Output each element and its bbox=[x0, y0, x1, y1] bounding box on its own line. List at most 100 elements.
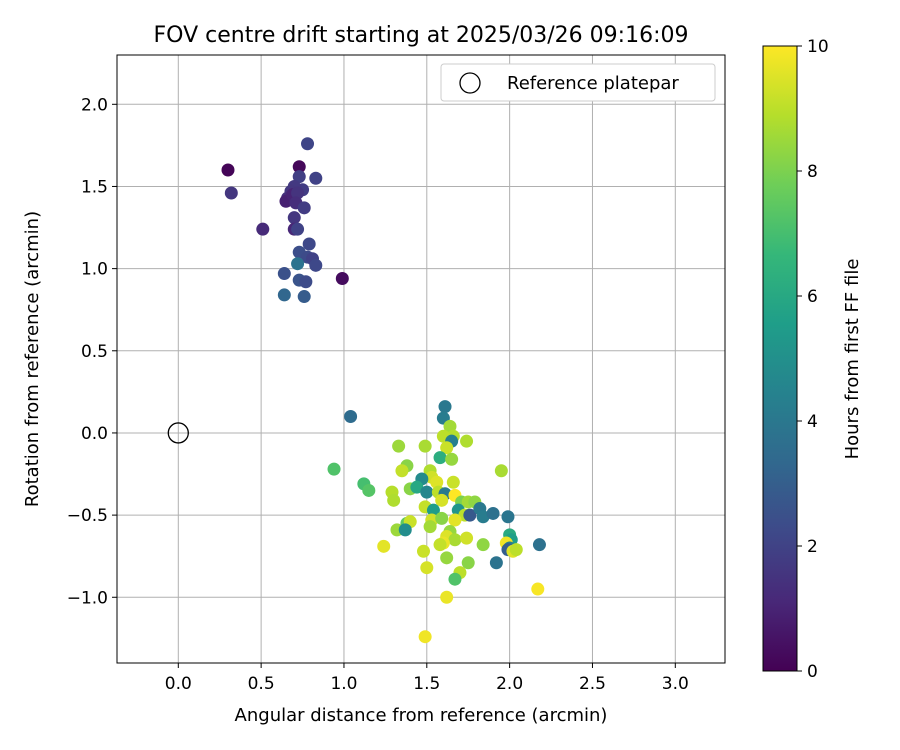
plot-frame bbox=[116, 54, 726, 664]
data-point bbox=[531, 582, 545, 596]
y-axis-label: Rotation from reference (arcmin) bbox=[22, 211, 43, 507]
data-point bbox=[377, 539, 391, 553]
data-point bbox=[277, 267, 291, 281]
data-point bbox=[418, 439, 432, 453]
data-point bbox=[489, 556, 503, 570]
data-point bbox=[291, 222, 305, 236]
data-point bbox=[461, 556, 475, 570]
y-tick-label: 1.5 bbox=[81, 177, 108, 197]
x-tick-label: 2.5 bbox=[579, 674, 606, 694]
data-point bbox=[309, 258, 323, 272]
colorbar-tick-label: 10 bbox=[807, 37, 829, 57]
data-point bbox=[433, 538, 447, 552]
colorbar-tick-label: 6 bbox=[807, 287, 818, 307]
data-point bbox=[395, 464, 409, 478]
colorbar-gradient bbox=[763, 46, 797, 671]
data-point bbox=[420, 561, 434, 575]
colorbar-tick-label: 8 bbox=[807, 162, 818, 182]
colorbar-ticks: 0 2 4 6 8 10 bbox=[797, 37, 829, 682]
colorbar-frame bbox=[762, 45, 798, 672]
data-point bbox=[416, 544, 430, 558]
data-point bbox=[327, 462, 341, 476]
x-tick-label: 1.0 bbox=[330, 674, 357, 694]
data-point bbox=[445, 452, 459, 466]
x-tick-label: 3.0 bbox=[662, 674, 689, 694]
x-tick-label: 0.5 bbox=[248, 674, 275, 694]
data-point bbox=[297, 201, 311, 215]
data-point bbox=[292, 160, 306, 174]
y-tick-label: −0.5 bbox=[67, 506, 108, 526]
legend-label: Reference platepar bbox=[507, 73, 679, 94]
data-point bbox=[291, 186, 305, 200]
y-tick-label: 0.5 bbox=[81, 342, 108, 362]
data-point bbox=[344, 410, 358, 424]
colorbar-tick-label: 4 bbox=[807, 412, 818, 432]
y-tick-label: 0.0 bbox=[81, 424, 108, 444]
data-point bbox=[476, 510, 490, 524]
colorbar-tick-label: 2 bbox=[807, 537, 818, 557]
data-point bbox=[287, 211, 301, 225]
data-point bbox=[440, 590, 454, 604]
data-point bbox=[460, 531, 474, 545]
data-point bbox=[291, 257, 305, 271]
colorbar-tick-label: 0 bbox=[807, 662, 818, 682]
data-point bbox=[224, 186, 238, 200]
reference-point bbox=[167, 422, 189, 444]
colorbar: 0 2 4 6 8 10 Hours from first FF file bbox=[762, 37, 863, 682]
legend: Reference platepar bbox=[440, 63, 716, 102]
y-tick-label: 2.0 bbox=[81, 95, 108, 115]
data-point bbox=[494, 464, 508, 478]
x-tick-label: 2.0 bbox=[496, 674, 523, 694]
data-point bbox=[387, 493, 401, 507]
data-point bbox=[302, 237, 316, 251]
data-point bbox=[433, 451, 447, 465]
y-tick-label: 1.0 bbox=[81, 260, 108, 280]
reference-marker bbox=[167, 422, 189, 444]
data-point bbox=[486, 506, 500, 520]
plot-area bbox=[221, 137, 546, 644]
data-point bbox=[435, 493, 449, 507]
data-point bbox=[392, 439, 406, 453]
data-point bbox=[435, 511, 449, 525]
data-point bbox=[309, 171, 323, 185]
data-point bbox=[446, 475, 460, 489]
data-point bbox=[448, 513, 462, 527]
chart-title: FOV centre drift starting at 2025/03/26 … bbox=[154, 23, 689, 48]
data-point bbox=[440, 441, 454, 455]
x-tick-label: 0.0 bbox=[165, 674, 192, 694]
y-axis: −1.0 −0.5 0.0 0.5 1.0 1.5 2.0 bbox=[67, 95, 117, 608]
data-point bbox=[418, 630, 432, 644]
data-point bbox=[501, 510, 515, 524]
data-point bbox=[430, 475, 444, 489]
data-point bbox=[440, 551, 454, 565]
data-point bbox=[438, 400, 452, 414]
y-tick-label: −1.0 bbox=[67, 588, 108, 608]
data-point bbox=[460, 434, 474, 448]
data-point bbox=[448, 533, 462, 547]
data-point bbox=[420, 485, 434, 499]
data-point bbox=[410, 480, 424, 494]
data-point bbox=[292, 170, 306, 184]
data-point bbox=[301, 137, 315, 151]
data-point bbox=[509, 543, 523, 557]
colorbar-label: Hours from first FF file bbox=[842, 259, 863, 460]
data-point bbox=[476, 538, 490, 552]
data-point bbox=[277, 288, 291, 302]
data-point bbox=[297, 290, 311, 304]
data-point bbox=[398, 523, 412, 537]
x-axis-label: Angular distance from reference (arcmin) bbox=[235, 705, 608, 726]
legend-marker bbox=[459, 72, 481, 94]
data-point bbox=[426, 503, 440, 517]
data-point bbox=[532, 538, 546, 552]
grid bbox=[117, 55, 725, 663]
legend-box bbox=[440, 63, 716, 102]
data-point bbox=[448, 572, 462, 586]
data-point bbox=[256, 222, 270, 236]
data-point bbox=[362, 483, 376, 497]
data-point bbox=[221, 163, 235, 177]
data-point bbox=[335, 271, 349, 285]
x-tick-label: 1.5 bbox=[413, 674, 440, 694]
data-point bbox=[423, 520, 437, 534]
